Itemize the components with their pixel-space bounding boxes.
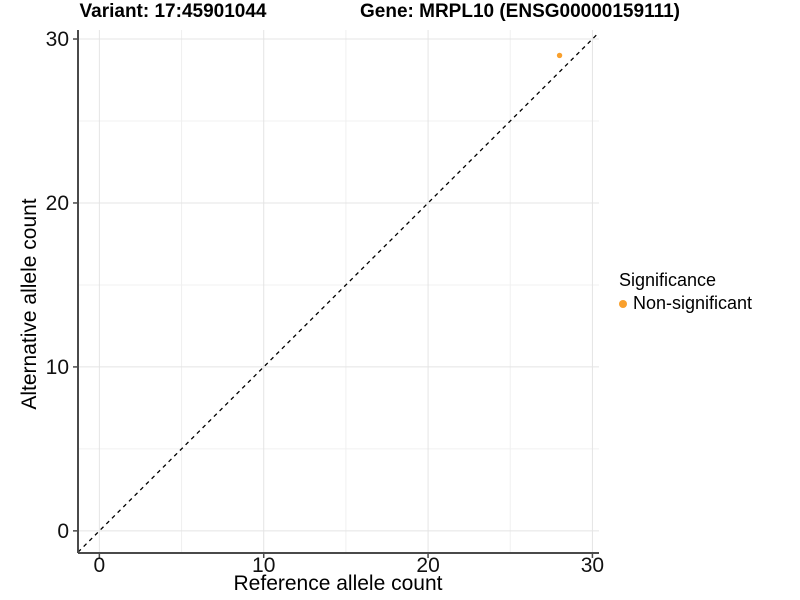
y-tick-label: 20 xyxy=(46,192,69,215)
x-tick-label: 0 xyxy=(94,554,106,577)
x-tick-label: 10 xyxy=(252,554,275,577)
data-point xyxy=(556,52,563,59)
y-tick-label: 30 xyxy=(46,28,69,51)
y-tick-label: 0 xyxy=(57,520,69,543)
legend-title: Significance xyxy=(619,270,717,290)
legend-entry-label: Non-significant xyxy=(633,293,753,313)
identity-line xyxy=(78,31,599,553)
x-tick-label: 30 xyxy=(581,554,604,577)
plot-title-gene: Gene: MRPL10 (ENSG00000159111) xyxy=(359,1,681,22)
x-tick-label: 20 xyxy=(416,554,439,577)
legend: Significance Non-significant xyxy=(619,270,752,314)
plot-title-variant: Variant: 17:45901044 xyxy=(79,1,267,22)
y-tick-label: 10 xyxy=(46,356,69,379)
y-axis-label: Alternative allele count xyxy=(18,198,41,410)
x-axis-label: Reference allele count xyxy=(233,572,443,595)
legend-point-icon xyxy=(619,299,627,308)
legend-entry-non-significant: Non-significant xyxy=(619,293,752,314)
